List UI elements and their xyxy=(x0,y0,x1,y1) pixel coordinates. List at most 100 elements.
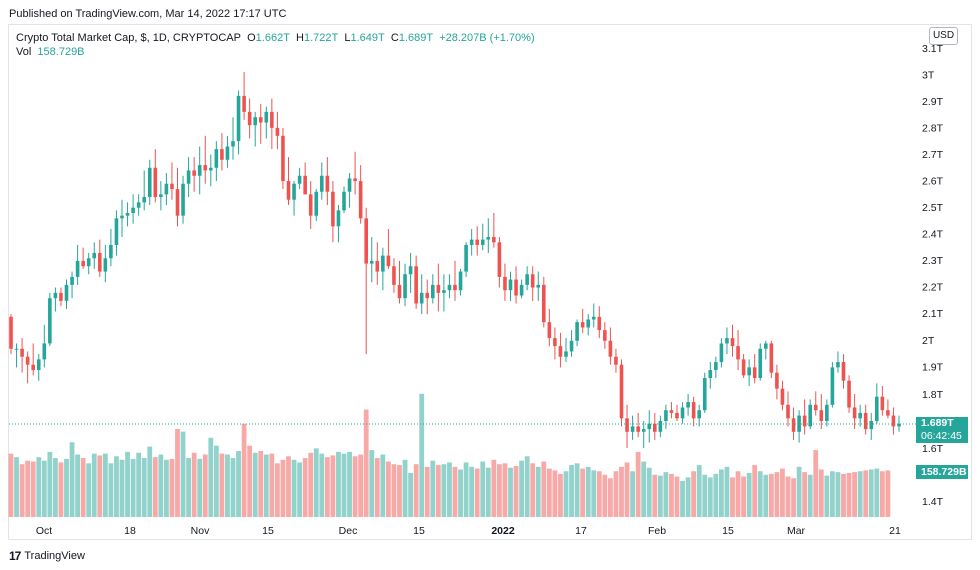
time-tick-label: Feb xyxy=(648,525,666,537)
volume-bar xyxy=(213,445,219,517)
candle-body xyxy=(841,362,846,381)
volume-bar xyxy=(258,451,264,517)
candle-body xyxy=(20,348,24,357)
candle-body xyxy=(286,181,291,200)
volume-bar xyxy=(585,466,591,517)
candle-body xyxy=(414,266,418,304)
volume-bar xyxy=(535,466,541,517)
candle-body xyxy=(270,111,274,128)
volume-bar xyxy=(524,456,530,517)
candle-body xyxy=(680,407,685,419)
candle-body xyxy=(564,351,568,357)
candle-body xyxy=(131,207,135,214)
volume-bar xyxy=(108,463,114,517)
candle-body xyxy=(64,284,69,301)
candle-body xyxy=(364,218,368,264)
volume-bar xyxy=(330,455,336,517)
chart-frame[interactable] xyxy=(8,24,972,540)
candle-body xyxy=(197,165,202,176)
legend-open-label: O xyxy=(247,32,256,44)
footer-brand-text: TradingView xyxy=(24,550,85,562)
candle-body xyxy=(614,356,618,365)
volume-bar xyxy=(430,460,436,517)
volume-bar xyxy=(313,448,319,517)
volume-bar xyxy=(319,453,325,517)
last-volume-value: 158.729B xyxy=(921,466,967,478)
candle-body xyxy=(336,210,341,227)
time-tick-label: 18 xyxy=(124,525,136,537)
candle-body xyxy=(98,252,102,272)
volume-bar xyxy=(546,468,552,517)
volume-bar xyxy=(796,466,802,517)
volume-bar xyxy=(685,477,691,517)
candle-body xyxy=(70,276,74,285)
candle-body xyxy=(136,202,141,208)
volume-bar xyxy=(280,459,286,517)
candle-body xyxy=(802,415,807,427)
candle-body xyxy=(891,415,896,427)
candle-body xyxy=(691,402,696,419)
volume-bar xyxy=(852,472,857,517)
volume-bar xyxy=(691,471,697,517)
candle-body xyxy=(697,410,701,419)
candle-body xyxy=(458,271,463,291)
price-tick-label: 3T xyxy=(922,70,935,82)
candle-body xyxy=(836,362,840,368)
volume-bar xyxy=(452,466,458,517)
volume-bar xyxy=(25,460,31,517)
time-tick-label: Nov xyxy=(191,525,210,537)
candle-body xyxy=(147,167,152,198)
volume-bar xyxy=(125,451,130,517)
candle-body xyxy=(658,421,663,432)
volume-bar xyxy=(757,471,763,517)
legend-volume-label: Vol xyxy=(16,46,32,58)
price-axis: 3.1T 3T 2.9T 2.8T 2.7T 2.6T 2.5T 2.4T 2.3T 2.2T 2.… xyxy=(922,43,944,508)
price-tick-label: 2.8T xyxy=(922,123,944,135)
last-price-value: 1.689T xyxy=(921,417,954,429)
volume-bar xyxy=(563,471,569,517)
footer-branding[interactable]: 17 TradingView xyxy=(9,549,85,563)
candle-body xyxy=(863,412,868,430)
volume-bar xyxy=(480,461,486,517)
candle-body xyxy=(408,266,413,275)
candle-body xyxy=(608,340,613,357)
candle-body xyxy=(209,167,213,171)
price-tick-label: 2.2T xyxy=(922,282,944,294)
candle-body xyxy=(752,367,757,379)
candle-body xyxy=(386,255,391,267)
volume-bar xyxy=(619,466,624,517)
candle-body xyxy=(442,290,446,293)
volume-bar xyxy=(286,456,291,517)
candle-body xyxy=(125,213,130,216)
volume-bar xyxy=(785,476,791,517)
volume-bar xyxy=(879,471,885,517)
price-tick-label: 2.9T xyxy=(922,96,944,108)
volume-bar xyxy=(397,465,402,517)
candle-body xyxy=(303,175,307,195)
volume-bar xyxy=(275,463,280,517)
candle-body xyxy=(53,292,58,299)
candle-body xyxy=(525,274,529,285)
price-tick-label: 2.5T xyxy=(922,202,944,214)
legend-volume-value: 158.729B xyxy=(37,46,85,58)
price-tick-label: 1.4T xyxy=(922,496,944,508)
candle-body xyxy=(847,380,851,408)
candle-body xyxy=(553,338,557,347)
volume-bar xyxy=(263,454,269,517)
chart-legend: Crypto Total Market Cap, $, 1D, CRYPTOCA… xyxy=(16,31,535,59)
candle-body xyxy=(297,175,302,184)
volume-bar xyxy=(386,461,391,517)
volume-bar xyxy=(674,476,680,517)
candle-body xyxy=(653,423,657,432)
candle-body xyxy=(519,284,524,296)
volume-bar xyxy=(713,473,719,517)
legend-close-label: C xyxy=(390,32,399,44)
currency-button[interactable]: USD xyxy=(929,27,958,45)
legend-high-value: 1.722T xyxy=(304,32,339,44)
candle-body xyxy=(686,402,690,408)
volume-bar xyxy=(707,477,713,517)
candle-body xyxy=(369,260,374,264)
candle-body xyxy=(880,396,885,411)
candle-body xyxy=(142,197,146,203)
